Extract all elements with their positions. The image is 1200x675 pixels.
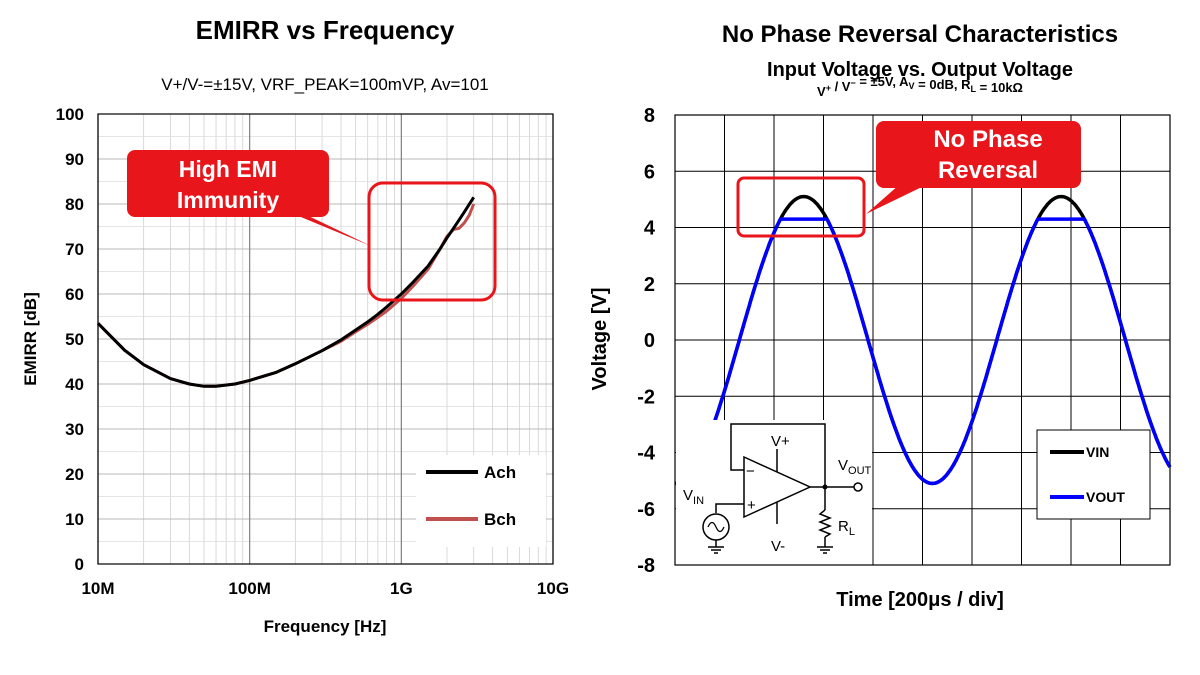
emirr-y-tick-label: 90: [65, 150, 84, 169]
opamp-minus-sign: −: [746, 463, 755, 480]
phase-callout-pointer: [866, 184, 928, 214]
phase-x-label: Time [200μs / div]: [836, 589, 1004, 611]
emirr-y-tick-label: 50: [65, 330, 84, 349]
phase-y-tick-label: -4: [637, 443, 656, 465]
phase-title: No Phase Reversal Characteristics: [722, 21, 1118, 48]
phase-highlight-box: [736, 176, 866, 238]
emirr-x-tick-label: 10G: [537, 579, 569, 598]
phase-callout-box: [876, 121, 1081, 188]
emirr-chart: EMIRR vs Frequency V+/V-=±15V, VRF_PEAK=…: [21, 15, 569, 636]
emirr-subtitle: V+/V-=±15V, VRF_PEAK=100mVP, Av=101: [161, 75, 489, 94]
phase-y-ticks: -8 -6 -4 -2 0 2 4 6 8: [637, 105, 656, 577]
emirr-y-tick-label: 40: [65, 375, 84, 394]
phase-reversal-chart: No Phase Reversal Characteristics Input …: [589, 21, 1172, 611]
emirr-y-tick-label: 70: [65, 240, 84, 259]
inset-schematic: − + V+ V- VOUT RL: [676, 420, 872, 566]
phase-legend-vout-label: VOUT: [1086, 489, 1125, 505]
phase-y-tick-label: 8: [644, 105, 655, 127]
emirr-y-tick-label: 30: [65, 420, 84, 439]
phase-y-tick-label: -6: [637, 499, 655, 521]
phase-callout-line1: No Phase: [933, 126, 1042, 153]
emirr-x-ticks: 10M 100M 1G 10G: [81, 579, 569, 598]
emirr-y-tick-label: 10: [65, 510, 84, 529]
emirr-legend-ach-label: Ach: [484, 463, 516, 482]
emirr-series-bch: [96, 203, 476, 388]
schematic-vin-label: VIN: [683, 487, 704, 507]
emirr-x-tick-label: 1G: [390, 579, 413, 598]
schematic-vout-label: VOUT: [838, 457, 872, 477]
phase-conditions: V+ / V− = ±5V, AV = 0dB, RL = 10kΩ: [817, 74, 1023, 99]
phase-grid: [675, 115, 1170, 565]
schematic-rl-resistor: [817, 509, 833, 538]
emirr-x-label: Frequency [Hz]: [264, 617, 387, 636]
schematic-feedback-wire: [730, 423, 826, 487]
opamp-plus-sign: +: [747, 497, 756, 514]
phase-y-tick-label: -8: [637, 555, 655, 577]
phase-y-tick-label: 6: [644, 161, 655, 183]
emirr-y-tick-label: 60: [65, 285, 84, 304]
emirr-callout-line2: Immunity: [177, 187, 279, 213]
sine-icon: [707, 521, 725, 533]
opamp-vplus-label: V+: [771, 433, 790, 450]
phase-series-vout: [674, 217, 1172, 486]
schematic-rl-label: RL: [838, 518, 855, 538]
emirr-y-ticks: 0 10 20 30 40 50 60 70 80 90 100: [56, 105, 84, 574]
phase-callout-line2: Reversal: [938, 157, 1038, 184]
emirr-legend-bch-label: Bch: [484, 510, 516, 529]
emirr-y-label: EMIRR [dB]: [21, 292, 40, 385]
emirr-y-tick-label: 0: [75, 555, 84, 574]
schematic-input-wire: [715, 503, 744, 513]
schematic-output-terminal: [853, 482, 863, 492]
phase-plot-frame: [674, 114, 1171, 566]
emirr-series-ach: [96, 196, 475, 388]
emirr-highlight-box: [367, 181, 497, 302]
emirr-series: [96, 196, 476, 388]
phase-series: [674, 194, 1172, 486]
emirr-callout-line1: High EMI: [179, 156, 277, 182]
emirr-y-tick-label: 80: [65, 195, 84, 214]
phase-y-label: Voltage [V]: [589, 288, 611, 391]
emirr-y-tick-label: 20: [65, 465, 84, 484]
emirr-plot-frame: [97, 113, 554, 565]
phase-legend: VIN VOUT: [1036, 429, 1151, 520]
phase-y-tick-label: -2: [637, 386, 655, 408]
opamp-vminus-label: V-: [771, 538, 785, 555]
phase-subtitle: Input Voltage vs. Output Voltage: [767, 59, 1073, 81]
emirr-callout-box: [127, 150, 329, 217]
emirr-legend-bg: [416, 455, 546, 547]
phase-legend-vin-label: VIN: [1086, 444, 1109, 460]
phase-y-tick-label: 2: [644, 274, 655, 296]
emirr-y-tick-label: 100: [56, 105, 84, 124]
phase-y-tick-label: 0: [644, 330, 655, 352]
phase-legend-box: [1036, 429, 1151, 520]
emirr-x-tick-label: 100M: [228, 579, 271, 598]
phase-y-tick-label: 4: [644, 218, 656, 240]
emirr-legend: Ach Bch: [416, 455, 546, 547]
emirr-title: EMIRR vs Frequency: [196, 15, 455, 45]
emirr-x-tick-label: 10M: [81, 579, 114, 598]
